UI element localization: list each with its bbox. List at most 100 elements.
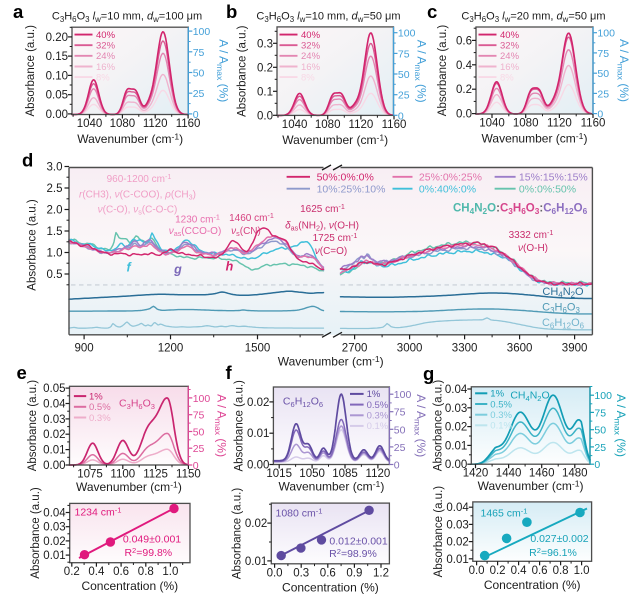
svg-text:0.01: 0.01 [247,428,269,440]
svg-text:25: 25 [193,88,205,100]
svg-text:0.4: 0.4 [88,566,105,578]
svg-text:0.012±0.001: 0.012±0.001 [329,536,387,548]
svg-text:25: 25 [394,442,406,454]
svg-text:25: 25 [193,443,205,455]
svg-text:75: 75 [594,407,606,419]
svg-text:CH4​N2​O: CH4​N2​O [542,286,584,300]
svg-text:2.5: 2.5 [47,183,63,195]
svg-text:3.0: 3.0 [47,162,63,174]
svg-text:0.02: 0.02 [446,537,468,549]
svg-text:Concentration (%): Concentration (%) [282,580,379,594]
svg-text:1234 cm-1​: 1234 cm-1​ [75,506,122,519]
svg-text:3000: 3000 [397,342,423,354]
svg-text:0.01: 0.01 [43,550,65,562]
svg-text:0.02: 0.02 [445,422,467,434]
svg-text:Absorbance (a.u.): Absorbance (a.u.) [437,25,449,117]
svg-text:b: b [226,1,237,22]
svg-text:25: 25 [597,88,609,100]
svg-text:1080: 1080 [110,118,136,130]
svg-text:1120: 1120 [349,119,374,131]
svg-text:0.00: 0.00 [445,459,467,471]
svg-text:100: 100 [597,28,615,40]
svg-text:R2​=98.9%: R2​=98.9% [329,547,377,560]
svg-text:1160: 1160 [176,118,201,130]
svg-text:A / Amax​ (%): A / Amax​ (%) [413,40,429,103]
svg-text:Wavenumber (cm-1​): Wavenumber (cm-1​) [77,132,183,147]
svg-text:1120: 1120 [547,118,572,130]
svg-text:0.15: 0.15 [46,51,68,63]
svg-text:0.03: 0.03 [43,414,65,426]
svg-text:1.5: 1.5 [47,226,63,238]
svg-text:0.5%: 0.5% [367,400,389,411]
svg-text:1440: 1440 [496,468,522,480]
svg-text:40%: 40% [96,30,116,41]
svg-text:40%: 40% [301,30,321,41]
svg-text:0.8: 0.8 [553,565,569,577]
svg-text:g: g [423,363,434,384]
svg-text:νs​(CN): νs​(CN) [231,226,261,238]
svg-text:75: 75 [394,407,406,419]
svg-text:50: 50 [398,69,410,81]
svg-text:0.6: 0.6 [320,567,336,579]
svg-text:C3​H6​O3​: C3​H6​O3​ [119,397,155,411]
svg-text:Wavenumber (cm-1​): Wavenumber (cm-1​) [76,480,182,495]
svg-text:Wavenumber (cm-1​): Wavenumber (cm-1​) [482,131,588,146]
svg-text:1%: 1% [89,391,103,402]
svg-text:0.03: 0.03 [446,519,468,531]
svg-text:Wavenumber (cm-1​): Wavenumber (cm-1​) [282,132,388,147]
svg-text:1040: 1040 [479,118,505,130]
svg-text:Absorbance (a.u.): Absorbance (a.u.) [237,25,249,117]
svg-text:16%: 16% [96,62,116,73]
svg-text:1465 cm-1​: 1465 cm-1​ [481,507,528,520]
svg-text:2700: 2700 [342,342,368,354]
svg-text:0.00: 0.00 [43,460,65,472]
svg-text:0.1%: 0.1% [367,421,389,432]
svg-text:50: 50 [597,68,609,80]
svg-text:0: 0 [193,460,199,472]
svg-text:3332 cm-1​: 3332 cm-1​ [509,228,554,241]
svg-text:40%: 40% [500,30,520,41]
svg-text:δas​(NH2​), ν(O-H): δas​(NH2​), ν(O-H) [285,221,359,233]
svg-text:1.0: 1.0 [162,566,178,578]
svg-text:1080: 1080 [315,119,341,131]
svg-text:Absorbance (a.u.): Absorbance (a.u.) [234,380,246,472]
svg-text:16%: 16% [301,62,321,73]
svg-text:1075: 1075 [77,469,103,481]
svg-text:0.0: 0.0 [469,565,485,577]
svg-text:0.0: 0.0 [267,567,283,579]
svg-text:0.3%: 0.3% [490,410,512,421]
svg-text:0: 0 [597,109,603,121]
svg-text:0.6: 0.6 [532,565,548,577]
svg-text:C3​H6​O3​ lw​=10 mm, dw​=100 μ: C3​H6​O3​ lw​=10 mm, dw​=100 μm [52,11,202,25]
svg-text:Absorbance (a.u.): Absorbance (a.u.) [232,488,244,580]
svg-text:2.0: 2.0 [47,205,63,217]
svg-text:A / Amax​ (%): A / Amax​ (%) [213,394,229,457]
svg-text:16%: 16% [500,62,520,73]
svg-text:c: c [427,1,437,22]
svg-text:8%: 8% [301,72,315,83]
svg-text:50: 50 [193,68,205,80]
svg-text:A / Amax​ (%): A / Amax​ (%) [215,39,231,102]
svg-text:0.04: 0.04 [43,508,66,520]
svg-text:0.2: 0.2 [64,566,80,578]
svg-text:100: 100 [193,26,211,38]
svg-text:A / Amax​ (%): A / Amax​ (%) [413,394,429,457]
svg-text:1460: 1460 [529,468,555,480]
svg-text:1080: 1080 [513,118,539,130]
svg-text:ν(C-O), νs​(C-O-C): ν(C-O), νs​(C-O-C) [98,205,178,217]
svg-text:ν(C=O): ν(C=O) [315,246,348,257]
svg-text:Concentration (%): Concentration (%) [484,578,581,592]
svg-text:0.10: 0.10 [46,70,68,82]
svg-text:d: d [22,150,33,171]
svg-text:3600: 3600 [507,342,533,354]
svg-text:1050: 1050 [299,468,325,480]
svg-text:R2​=96.1%: R2​=96.1% [529,546,577,559]
svg-text:8%: 8% [500,72,514,83]
svg-text:1480: 1480 [562,468,588,480]
svg-text:75: 75 [597,48,609,60]
svg-text:Absorbance (a.u.): Absorbance (a.u.) [27,380,39,472]
svg-text:0.9: 0.9 [346,567,362,579]
svg-text:g: g [173,263,182,277]
svg-text:0.2: 0.2 [456,84,472,96]
svg-text:0.4: 0.4 [511,565,528,577]
